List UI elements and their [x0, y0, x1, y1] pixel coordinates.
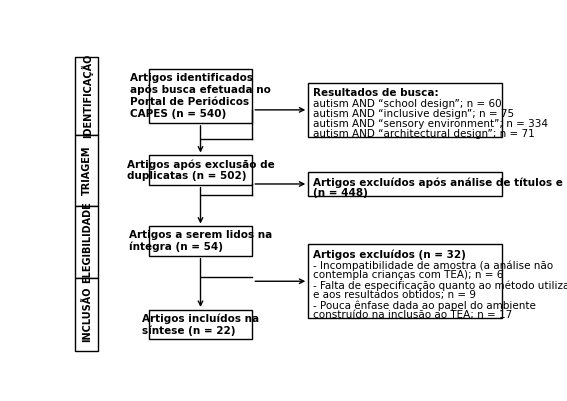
Text: ELEGIBILIDADE: ELEGIBILIDADE: [82, 201, 92, 283]
Text: TRIAGEM: TRIAGEM: [82, 145, 92, 195]
Text: autism AND “school design”; n = 60: autism AND “school design”; n = 60: [312, 99, 501, 109]
Text: autism AND “inclusive design”; n = 75: autism AND “inclusive design”; n = 75: [312, 109, 514, 119]
Text: autism AND “architectural design”; n = 71: autism AND “architectural design”; n = 7…: [312, 129, 534, 139]
FancyBboxPatch shape: [75, 278, 98, 351]
FancyBboxPatch shape: [149, 69, 252, 123]
FancyBboxPatch shape: [308, 83, 501, 137]
FancyBboxPatch shape: [149, 310, 252, 339]
FancyBboxPatch shape: [308, 172, 501, 196]
Text: - Incompatibilidade de amostra (a análise não: - Incompatibilidade de amostra (a anális…: [312, 260, 553, 271]
Text: construído na inclusão ao TEA; n = 17: construído na inclusão ao TEA; n = 17: [312, 310, 512, 320]
Text: e aos resultados obtidos; n = 9: e aos resultados obtidos; n = 9: [312, 290, 476, 300]
Text: Artigos incluídos na
síntese (n = 22): Artigos incluídos na síntese (n = 22): [142, 313, 259, 336]
Text: Resultados de busca:: Resultados de busca:: [312, 88, 438, 98]
Text: INCLUSÃO: INCLUSÃO: [82, 287, 92, 342]
FancyBboxPatch shape: [75, 57, 98, 135]
Text: IDENTIFICAÇÃO: IDENTIFICAÇÃO: [81, 54, 93, 138]
Text: contempla crianças com TEA); n = 6: contempla crianças com TEA); n = 6: [312, 270, 503, 280]
Text: Artigos após exclusão de
duplicatas (n = 502): Artigos após exclusão de duplicatas (n =…: [126, 159, 274, 181]
Text: autism AND “sensory environment”; n = 334: autism AND “sensory environment”; n = 33…: [312, 119, 548, 129]
Text: Artigos a serem lidos na
íntegra (n = 54): Artigos a serem lidos na íntegra (n = 54…: [129, 230, 272, 252]
Text: (n = 448): (n = 448): [312, 188, 367, 198]
Text: Artigos excluídos após análise de títulos e resumos: Artigos excluídos após análise de título…: [312, 177, 567, 188]
FancyBboxPatch shape: [75, 206, 98, 278]
Text: - Pouca ênfase dada ao papel do ambiente: - Pouca ênfase dada ao papel do ambiente: [312, 300, 535, 311]
FancyBboxPatch shape: [75, 135, 98, 206]
Text: Artigos excluídos (n = 32): Artigos excluídos (n = 32): [312, 249, 466, 259]
FancyBboxPatch shape: [308, 244, 501, 318]
FancyBboxPatch shape: [149, 156, 252, 185]
Text: Artigos identificados
após busca efetuada no
Portal de Periódicos
CAPES (n = 540: Artigos identificados após busca efetuad…: [130, 73, 271, 119]
Text: - Falta de especificação quanto ao método utilizado: - Falta de especificação quanto ao métod…: [312, 280, 567, 291]
FancyBboxPatch shape: [149, 227, 252, 256]
